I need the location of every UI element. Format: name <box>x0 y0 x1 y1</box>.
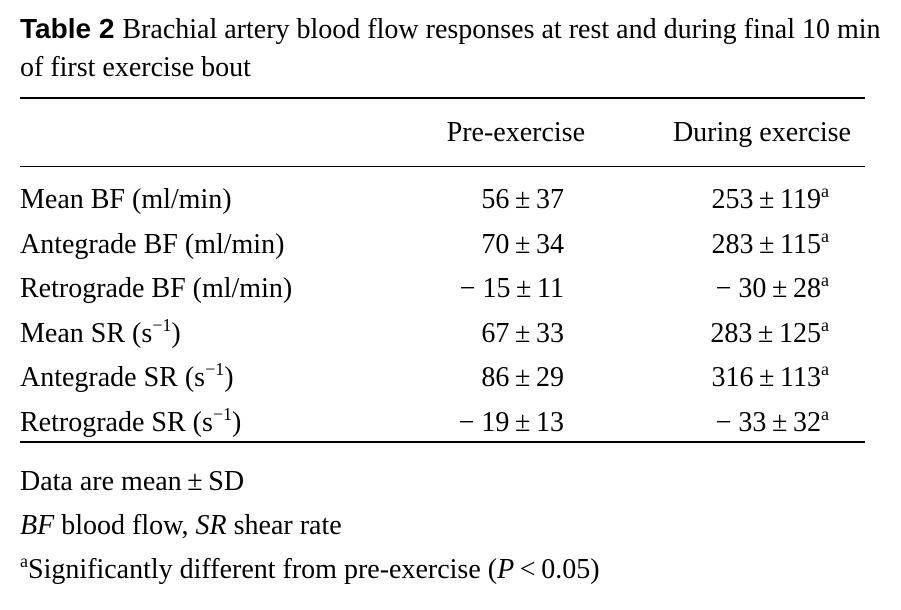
table-footnotes: Data are mean ± SD BF blood flow, SR she… <box>20 460 882 592</box>
cell-during-exercise: 253 ± 119a <box>711 181 829 216</box>
header-cell-during-exercise: During exercise <box>672 117 851 148</box>
cell-during-exercise: − 30 ± 28a <box>715 270 829 305</box>
abbr-bf: BF <box>20 510 55 541</box>
significance-marker: a <box>821 314 829 335</box>
row-label: Antegrade BF (ml/min) <box>20 228 285 260</box>
row-label: Mean BF (ml/min) <box>20 184 232 216</box>
table-caption: Table 2 Brachial artery blood flow respon… <box>20 10 882 87</box>
footnote-marker: a <box>20 551 28 571</box>
footnote-abbreviations: BF blood flow, SR shear rate <box>20 510 342 541</box>
cell-during-exercise: 283 ± 125a <box>710 314 829 349</box>
abbr-sr: SR <box>195 510 227 541</box>
cell-pre-exercise: − 15 ± 11 <box>459 273 564 305</box>
cell-pre-exercise: 67 ± 33 <box>481 317 564 349</box>
cell-pre-exercise: 70 ± 34 <box>481 228 564 260</box>
significance-marker: a <box>821 225 829 246</box>
footnote-significance: aSignificantly different from pre-exerci… <box>20 551 600 585</box>
significance-marker: a <box>821 270 829 291</box>
header-row: Pre-exercise During exercise <box>20 108 865 158</box>
table-row: Retrograde BF (ml/min) − 15 ± 11 − 30 ± 28… <box>20 267 865 312</box>
table-row: Antegrade SR (s−1) 86 ± 29 316 ± 113a <box>20 356 865 401</box>
significance-marker: a <box>821 181 829 202</box>
significance-marker: a <box>821 359 829 380</box>
row-label: Mean SR (s−1) <box>20 314 181 349</box>
header-cell-label <box>20 108 388 158</box>
table-row: Antegrade BF (ml/min) 70 ± 34 283 ± 115a <box>20 223 865 268</box>
footnote-data-note: Data are mean ± SD <box>20 466 245 497</box>
cell-pre-exercise: 56 ± 37 <box>481 184 564 216</box>
header-rule <box>20 166 865 167</box>
cell-during-exercise: 316 ± 113a <box>711 359 829 394</box>
top-rule <box>20 97 865 99</box>
table-row: Mean SR (s−1) 67 ± 33 283 ± 125a <box>20 312 865 357</box>
row-label: Antegrade SR (s−1) <box>20 359 234 394</box>
table-body: Mean BF (ml/min) 56 ± 37 253 ± 119a Antegra… <box>20 178 865 445</box>
cell-pre-exercise: 86 ± 29 <box>481 362 564 394</box>
cell-during-exercise: 283 ± 115a <box>711 225 829 260</box>
data-table: Pre-exercise During exercise Mean BF (ml… <box>20 108 865 445</box>
cell-pre-exercise: − 19 ± 13 <box>458 406 564 438</box>
significance-marker: a <box>821 403 829 424</box>
row-label: Retrograde BF (ml/min) <box>20 273 293 305</box>
table-row: Retrograde SR (s−1) − 19 ± 13 − 33 ± 32a <box>20 401 865 446</box>
table-row: Mean BF (ml/min) 56 ± 37 253 ± 119a <box>20 178 865 223</box>
row-label: Retrograde SR (s−1) <box>20 403 242 438</box>
header-cell-pre-exercise: Pre-exercise <box>446 117 585 148</box>
cell-during-exercise: − 33 ± 32a <box>715 403 829 438</box>
table-label: Table 2 <box>20 13 115 44</box>
caption-text: Brachial artery blood flow responses at … <box>20 14 881 83</box>
bottom-rule <box>20 441 865 443</box>
